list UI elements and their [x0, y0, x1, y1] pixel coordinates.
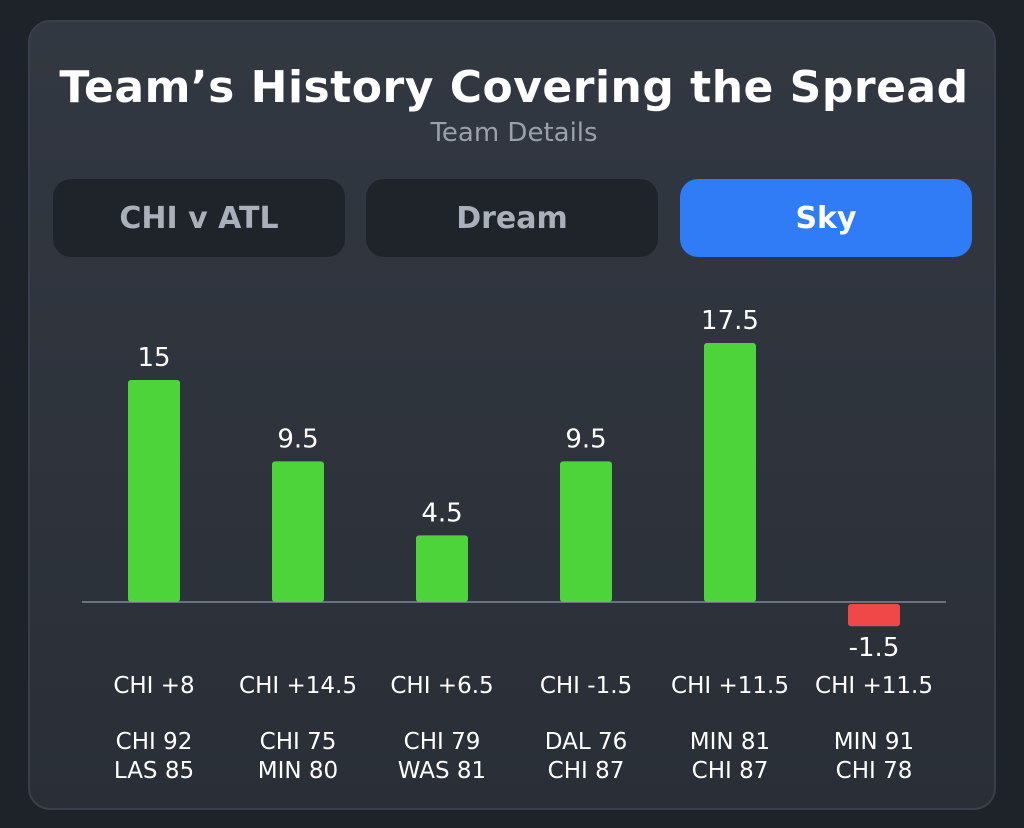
bar: [704, 343, 756, 602]
spread-label: CHI +11.5: [815, 673, 933, 699]
chart-subtitle: Team Details: [430, 118, 598, 148]
score-line-2: LAS 85: [114, 758, 194, 784]
score-line-1: CHI 79: [404, 729, 481, 755]
spread-label: CHI +6.5: [390, 673, 493, 699]
bar-value-label: 9.5: [565, 424, 606, 454]
chart-title: Team’s History Covering the Spread: [59, 62, 969, 113]
tab-dream[interactable]: Dream: [366, 179, 658, 257]
score-line-1: DAL 76: [545, 729, 627, 755]
bar-value-label: 4.5: [421, 498, 462, 528]
score-line-2: MIN 80: [258, 758, 338, 784]
bar-value-label: 15: [137, 343, 170, 373]
score-line-2: WAS 81: [398, 758, 486, 784]
spread-label: CHI -1.5: [540, 673, 632, 699]
score-line-1: MIN 81: [690, 729, 770, 755]
bar: [848, 604, 900, 627]
bar: [128, 380, 180, 602]
bar: [272, 461, 324, 602]
bar-chart: 15 CHI +8 CHI 92 LAS 85 9.5 CHI +14.5 CHI 75 MI…: [82, 306, 946, 784]
tab-bar: CHI v ATL Dream Sky: [53, 179, 973, 257]
score-line-1: CHI 75: [260, 729, 337, 755]
bar-value-label: -1.5: [849, 633, 900, 663]
score-line-1: CHI 92: [116, 729, 193, 755]
spread-label: CHI +14.5: [239, 673, 357, 699]
tab-matchup[interactable]: CHI v ATL: [53, 179, 345, 257]
spread-label: CHI +11.5: [671, 673, 789, 699]
bar: [416, 535, 468, 602]
tab-sky[interactable]: Sky: [680, 179, 972, 257]
score-line-2: CHI 78: [836, 758, 913, 784]
chart-card: Team’s History Covering the Spread Team …: [28, 20, 996, 810]
bar: [560, 461, 612, 602]
score-line-2: CHI 87: [692, 758, 769, 784]
spread-label: CHI +8: [113, 673, 194, 699]
bar-value-label: 17.5: [701, 306, 759, 336]
score-line-1: MIN 91: [834, 729, 914, 755]
score-line-2: CHI 87: [548, 758, 625, 784]
bar-value-label: 9.5: [277, 424, 318, 454]
